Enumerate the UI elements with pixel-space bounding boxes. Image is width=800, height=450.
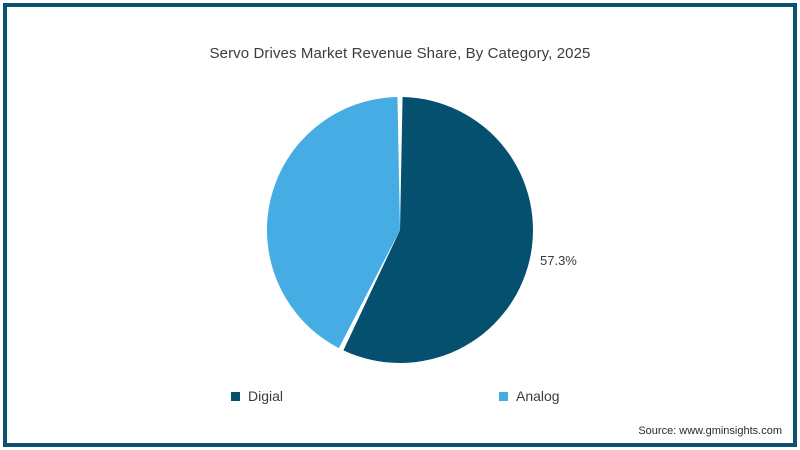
gmi-watermark: GMI	[16, 8, 38, 20]
legend-swatch-icon	[231, 391, 240, 401]
pie-slice[interactable]	[266, 97, 400, 349]
legend-item-label: Analog	[516, 388, 560, 404]
chart-title: Servo Drives Market Revenue Share, By Ca…	[209, 45, 591, 62]
slice-value-label: 57.3%	[540, 253, 577, 268]
legend-swatch-icon	[499, 391, 508, 401]
pie-slice-group	[266, 97, 533, 363]
legend-item[interactable]: Analog	[499, 388, 560, 404]
chart-legend: Digial Analog	[0, 388, 800, 410]
legend-item[interactable]: Digial	[231, 388, 283, 404]
pie-chart	[266, 96, 534, 364]
pie-chart-svg	[266, 97, 533, 363]
source-note: Source: www.gminsights.com	[638, 425, 782, 437]
legend-item-label: Digial	[248, 388, 284, 404]
pie-slice[interactable]	[343, 97, 533, 363]
